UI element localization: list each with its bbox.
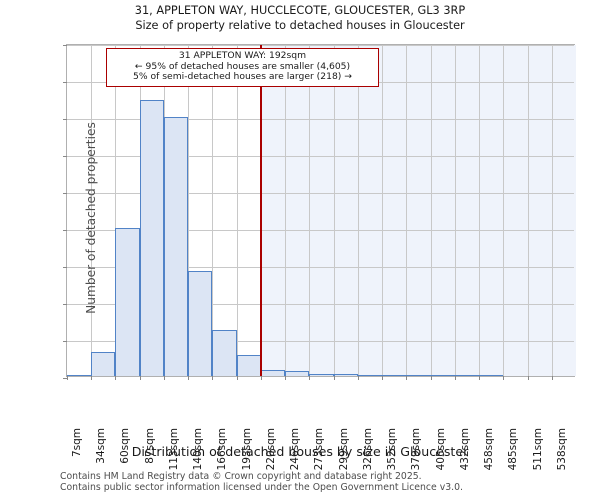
bar [67, 374, 92, 376]
x-tick-mark [503, 376, 505, 380]
bar [285, 371, 310, 376]
x-tick-mark [309, 376, 311, 380]
gridline-vertical [479, 45, 481, 376]
x-tick-mark [551, 376, 553, 380]
gridline-vertical [115, 45, 117, 376]
bar [333, 374, 358, 376]
gridline-horizontal [67, 193, 574, 194]
bar [309, 373, 334, 376]
chart-title-block: 31, APPLETON WAY, HUCCLECOTE, GLOUCESTER… [0, 3, 600, 33]
x-tick-mark [91, 376, 93, 380]
x-tick-mark [406, 376, 408, 380]
gridline-vertical [503, 45, 505, 376]
x-tick-mark [115, 376, 117, 380]
x-tick-mark [188, 376, 190, 380]
y-tick-mark [63, 341, 67, 342]
y-tick-mark [63, 82, 67, 83]
gridline-vertical [357, 45, 359, 376]
x-tick-mark [333, 376, 335, 380]
page-title: 31, APPLETON WAY, HUCCLECOTE, GLOUCESTER… [134, 4, 466, 17]
gridline-vertical [188, 45, 190, 376]
plot-area: 020040060080010001200140016001800 7sqm34… [63, 44, 576, 470]
x-tick-mark [139, 376, 141, 380]
y-tick-mark [63, 45, 67, 46]
annotation-line-2: ← 95% of detached houses are smaller (4,… [134, 60, 351, 72]
gridline-vertical [454, 45, 456, 376]
annotation-line-1: 31 APPLETON WAY: 192sqm [178, 50, 307, 61]
x-tick-mark [285, 376, 287, 380]
gridline-horizontal [67, 304, 574, 305]
bar [139, 100, 164, 376]
plot-shading [259, 45, 576, 376]
gridline-vertical [236, 45, 238, 376]
bar [91, 351, 116, 376]
gridline-horizontal [67, 156, 574, 157]
y-tick-mark [63, 267, 67, 268]
y-tick-mark [63, 378, 67, 379]
x-tick-mark [527, 376, 529, 380]
gridline-vertical [285, 45, 287, 376]
x-tick-mark [357, 376, 359, 380]
x-tick-mark [67, 376, 68, 380]
bar [479, 374, 504, 376]
y-axis-label: Number of detached properties [84, 122, 98, 314]
bar [382, 374, 407, 376]
x-tick-mark [236, 376, 238, 380]
bar [406, 374, 431, 376]
footer-attribution: Contains HM Land Registry data © Crown c… [60, 471, 600, 493]
x-tick-mark [382, 376, 384, 380]
x-tick-mark [163, 376, 165, 380]
bar [454, 374, 480, 376]
gridline-vertical [430, 45, 432, 376]
x-tick-mark [260, 376, 262, 380]
bar [115, 228, 140, 376]
x-tick-mark [454, 376, 456, 380]
bar [430, 374, 455, 376]
bar [188, 271, 213, 376]
gridline-vertical [551, 45, 553, 376]
y-tick-mark [63, 193, 67, 194]
bar [163, 117, 189, 376]
gridline-horizontal [67, 230, 574, 231]
x-axis-label: Distribution of detached houses by size … [131, 444, 469, 459]
gridline-vertical [309, 45, 311, 376]
annotation-line-3: 5% of semi-detached houses are larger (2… [132, 71, 353, 83]
x-tick-mark [479, 376, 481, 380]
page-subtitle: Size of property relative to detached ho… [135, 19, 465, 32]
property-annotation-box: 31 APPLETON WAY: 192sqm ← 95% of detache… [106, 48, 379, 87]
footer-line-1: Contains HM Land Registry data © Crown c… [60, 471, 422, 482]
gridline-horizontal [67, 267, 574, 268]
bar [236, 354, 261, 376]
y-tick-mark [63, 230, 67, 231]
x-tick-mark [212, 376, 214, 380]
x-tick-mark [430, 376, 432, 380]
gridline-vertical [212, 45, 214, 376]
bar [212, 329, 237, 376]
y-tick-mark [63, 156, 67, 157]
y-tick-mark [63, 119, 67, 120]
gridline-horizontal [67, 341, 574, 342]
gridline-vertical [406, 45, 408, 376]
bar [260, 369, 286, 376]
gridline-horizontal [67, 45, 574, 46]
footer-line-2: Contains public sector information licen… [60, 481, 463, 493]
property-size-marker [259, 45, 262, 376]
bar [357, 374, 383, 376]
gridline-vertical [527, 45, 529, 376]
gridline-vertical [333, 45, 335, 376]
gridline-horizontal [67, 119, 574, 120]
gridline-vertical [91, 45, 93, 376]
y-tick-mark [63, 304, 67, 305]
gridline-vertical [382, 45, 384, 376]
